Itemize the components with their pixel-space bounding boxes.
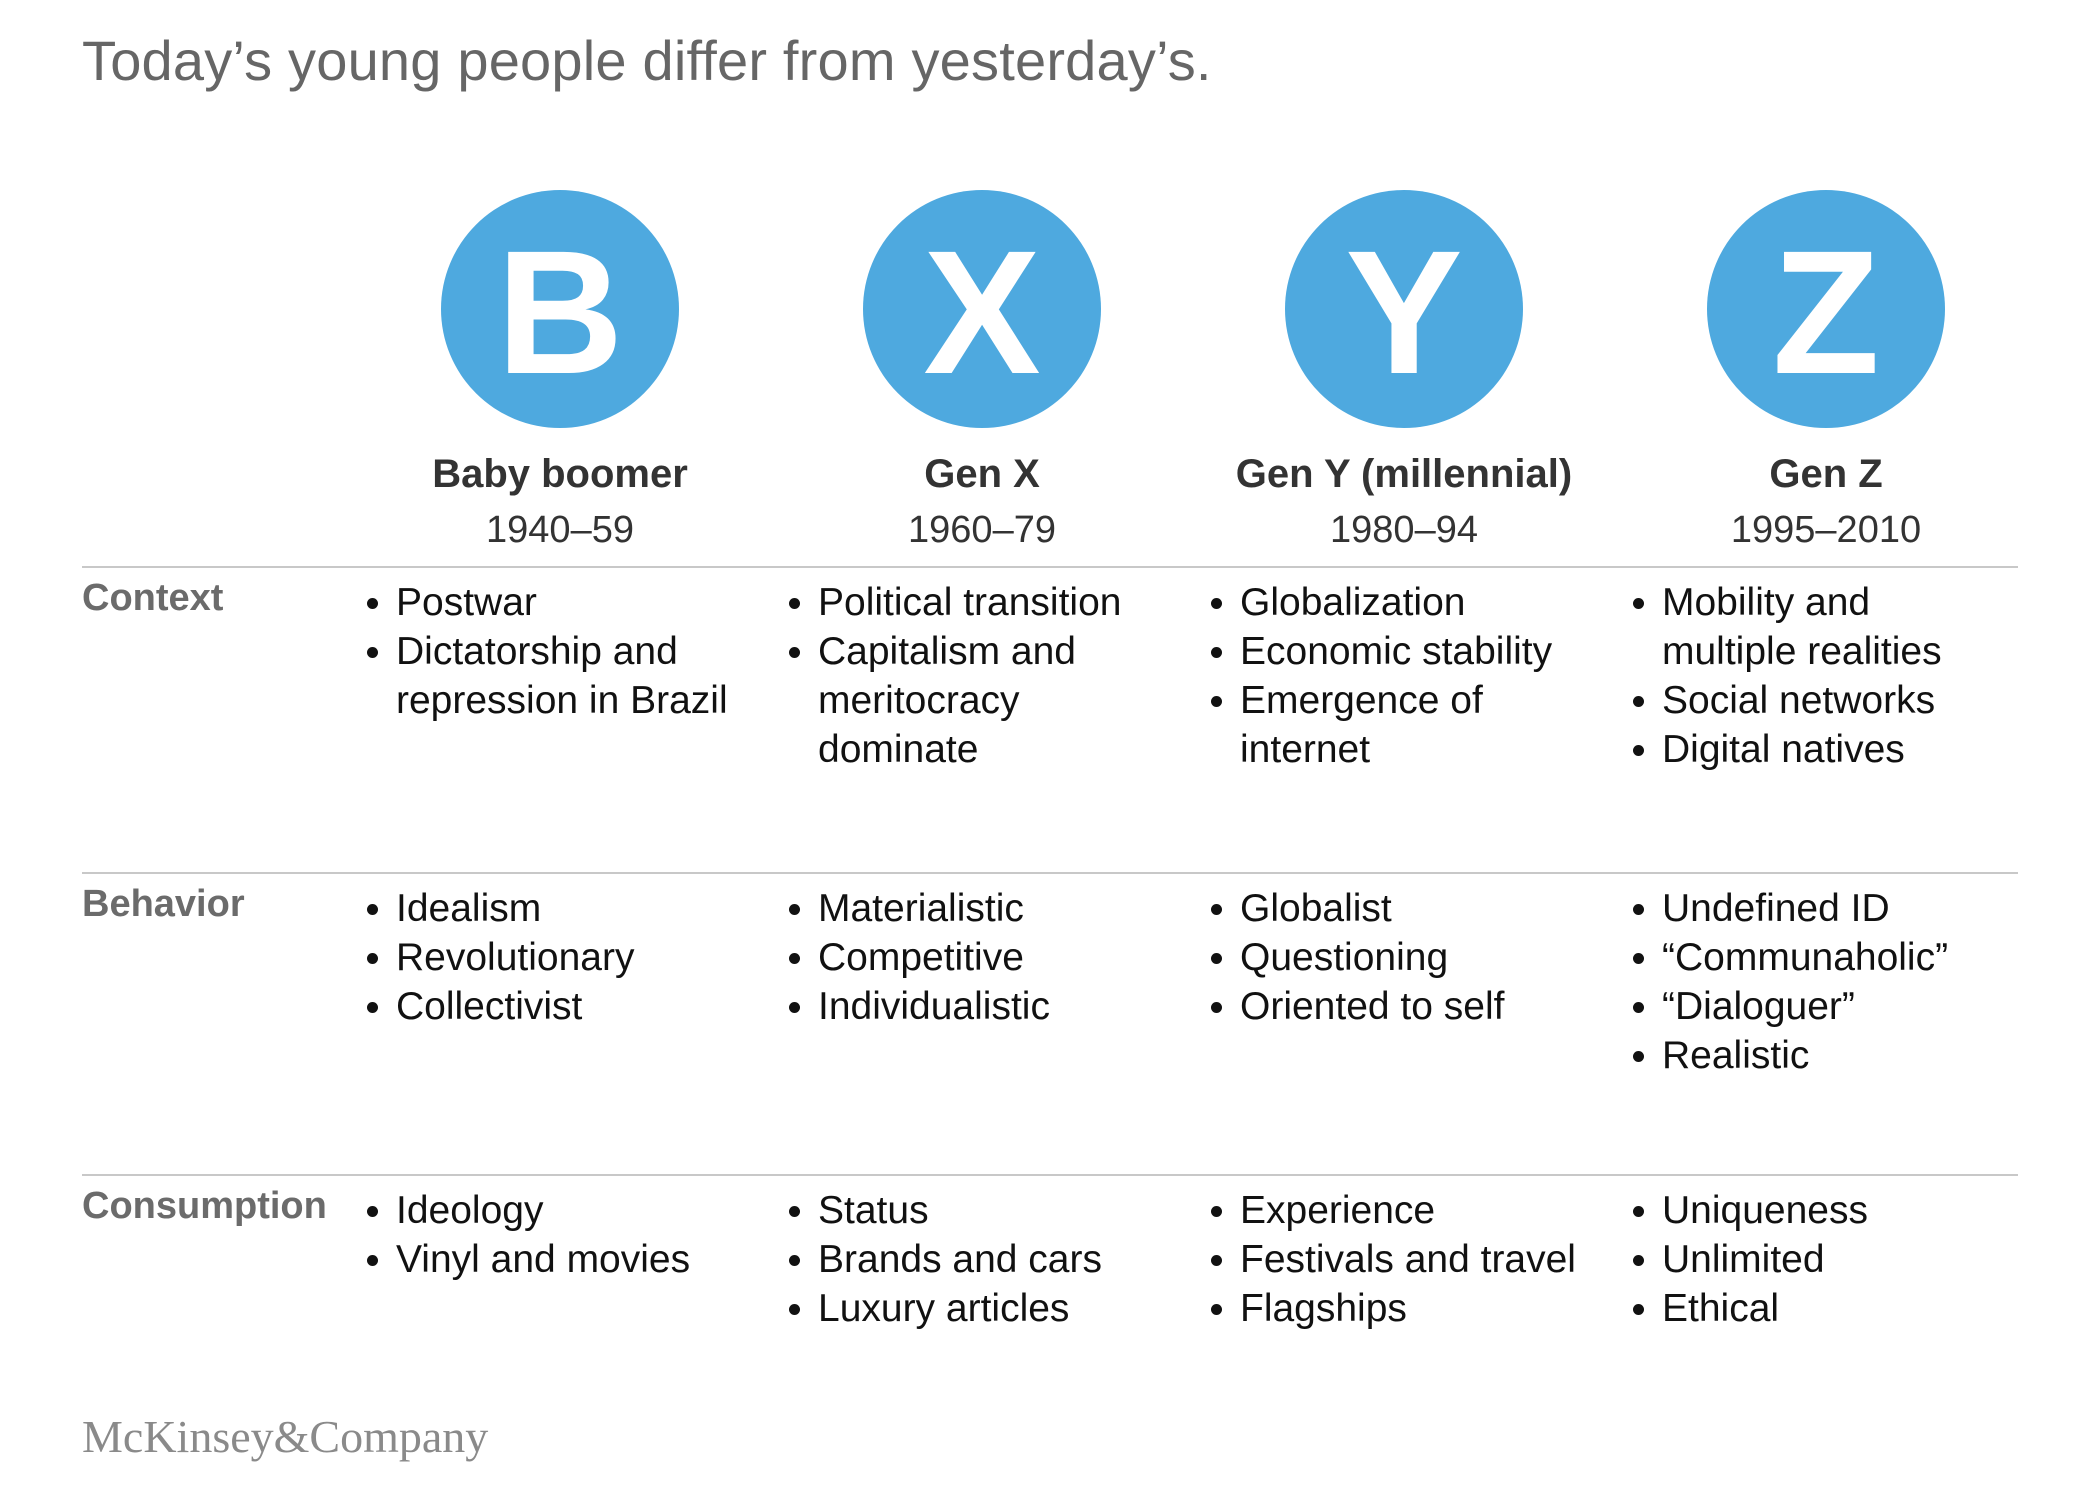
list-item: internet: [1240, 728, 1371, 771]
list-item: Brands and cars: [784, 1235, 1184, 1284]
list-item: “Communaholic”: [1628, 933, 2028, 982]
list-item: Questioning: [1206, 933, 1606, 982]
list-item: Ideology: [362, 1186, 762, 1235]
cell-consumption-gen-x: Status Brands and cars Luxury articles: [784, 1186, 1184, 1333]
list-item: Political transition: [784, 578, 1184, 627]
cell-consumption-baby-boomer: Ideology Vinyl and movies: [362, 1186, 762, 1284]
cell-context-gen-z: Mobility and multiple realities Social n…: [1628, 578, 2028, 774]
list-item: Revolutionary: [362, 933, 762, 982]
cell-context-baby-boomer: Postwar Dictatorship and repression in B…: [362, 578, 762, 725]
list-item: Globalization: [1206, 578, 1606, 627]
generation-letter: Y: [1345, 215, 1463, 411]
generation-years: 1980–94: [1330, 509, 1478, 551]
generation-circle-z: Z: [1707, 190, 1945, 428]
generation-name: Gen Y (millennial): [1235, 452, 1573, 496]
list-item: Luxury articles: [784, 1284, 1184, 1333]
cell-behavior-baby-boomer: Idealism Revolutionary Collectivist: [362, 884, 762, 1031]
generation-gen-y: Y Gen Y (millennial) 1980–94: [1194, 190, 1614, 552]
list-item: repression in Brazil: [396, 679, 728, 722]
cell-context-gen-x: Political transition Capitalism and meri…: [784, 578, 1184, 774]
generation-gen-x: X Gen X 1960–79: [772, 190, 1192, 552]
list-item: Digital natives: [1628, 725, 2028, 774]
generation-circle-y: Y: [1285, 190, 1523, 428]
generation-years: 1995–2010: [1730, 509, 1922, 551]
row-label-consumption: Consumption: [82, 1185, 327, 1227]
divider-context: [82, 566, 2018, 568]
cell-context-gen-y: Globalization Economic stability Emergen…: [1206, 578, 1606, 774]
list-item: Festivals and travel: [1206, 1235, 1606, 1284]
list-item: Dictatorship and: [362, 627, 762, 676]
list-item: Realistic: [1628, 1031, 2028, 1080]
list-item: meritocracy: [818, 679, 1020, 722]
generation-circle-x: X: [863, 190, 1101, 428]
list-item: Vinyl and movies: [362, 1235, 762, 1284]
divider-behavior: [82, 872, 2018, 874]
generation-baby-boomer: B Baby boomer 1940–59: [350, 190, 770, 552]
list-item: Oriented to self: [1206, 982, 1606, 1031]
page-title: Today’s young people differ from yesterd…: [82, 29, 1212, 92]
list-item: Status: [784, 1186, 1184, 1235]
list-item: Social networks: [1628, 676, 2028, 725]
list-item: Experience: [1206, 1186, 1606, 1235]
generation-letter: B: [496, 215, 624, 411]
list-item: dominate: [818, 728, 979, 771]
generation-letter: X: [923, 215, 1041, 411]
generation-years: 1960–79: [908, 509, 1056, 551]
list-item: Economic stability: [1206, 627, 1606, 676]
list-item: Ethical: [1628, 1284, 2028, 1333]
cell-behavior-gen-y: Globalist Questioning Oriented to self: [1206, 884, 1606, 1031]
list-item: Materialistic: [784, 884, 1184, 933]
generation-name: Gen X: [924, 452, 1040, 496]
cell-consumption-gen-y: Experience Festivals and travel Flagship…: [1206, 1186, 1606, 1333]
row-label-behavior: Behavior: [82, 883, 245, 925]
list-item: multiple realities: [1662, 630, 1942, 673]
list-item: Postwar: [362, 578, 762, 627]
list-item: Idealism: [362, 884, 762, 933]
row-label-context: Context: [82, 577, 224, 619]
generation-circle-b: B: [441, 190, 679, 428]
cell-consumption-gen-z: Uniqueness Unlimited Ethical: [1628, 1186, 2028, 1333]
generation-name: Gen Z: [1769, 452, 1883, 496]
generation-name: Baby boomer: [432, 452, 688, 496]
list-item: Collectivist: [362, 982, 762, 1031]
list-item: Individualistic: [784, 982, 1184, 1031]
generation-gen-z: Z Gen Z 1995–2010: [1616, 190, 2036, 552]
list-item: Flagships: [1206, 1284, 1606, 1333]
divider-consumption: [82, 1174, 2018, 1176]
cell-behavior-gen-z: Undefined ID “Communaholic” “Dialoguer” …: [1628, 884, 2028, 1080]
list-item: Undefined ID: [1628, 884, 2028, 933]
list-item: Globalist: [1206, 884, 1606, 933]
generation-letter: Z: [1772, 215, 1880, 411]
cell-behavior-gen-x: Materialistic Competitive Individualisti…: [784, 884, 1184, 1031]
list-item: Emergence of: [1206, 676, 1606, 725]
list-item: Mobility and: [1628, 578, 2028, 627]
generation-years: 1940–59: [486, 509, 634, 551]
list-item: Capitalism and: [784, 627, 1184, 676]
list-item: Uniqueness: [1628, 1186, 2028, 1235]
list-item: Competitive: [784, 933, 1184, 982]
list-item: “Dialoguer”: [1628, 982, 2028, 1031]
company-logo: McKinsey&Company: [82, 1411, 489, 1462]
list-item: Unlimited: [1628, 1235, 2028, 1284]
